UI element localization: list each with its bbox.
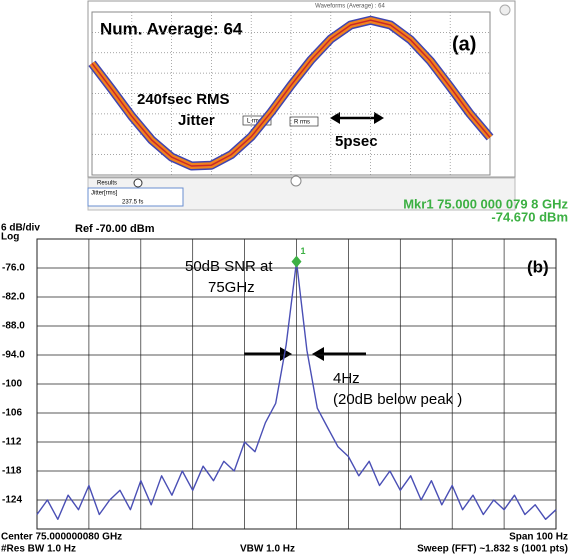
scale-type: Log [1, 232, 19, 243]
footer-sweep: Sweep (FFT) ~1.832 s (1001 pts) [417, 544, 568, 555]
collapse-button[interactable] [291, 176, 301, 186]
jitter-label: Jitter [178, 112, 215, 129]
result-value: 237.5 fs [122, 200, 143, 206]
y-tick-label: -124 [2, 495, 22, 506]
width-label: 4Hz [333, 370, 360, 387]
arrow-head [312, 347, 324, 361]
snr-label: 75GHz [208, 279, 255, 296]
y-tick-label: -94.0 [2, 350, 25, 361]
footer-rbw: #Res BW 1.0 Hz [1, 544, 76, 555]
average-label: Num. Average: 64 [100, 19, 243, 38]
scope-icon [500, 5, 510, 15]
figure: Waveforms (Average) : 64 Results Jitter[… [0, 0, 570, 556]
results-tab: Results [97, 181, 117, 187]
y-tick-label: -76.0 [2, 263, 25, 274]
period-label: 5psec [335, 133, 378, 150]
result-name: Jitter[rms] [91, 191, 118, 197]
y-tick-label: -100 [2, 379, 22, 390]
rms-marker: R rms [294, 120, 310, 126]
panel-label: (a) [452, 33, 476, 55]
y-tick-label: -112 [2, 437, 22, 448]
reference-label: Ref -70.00 dBm [75, 223, 155, 235]
footer-vbw: VBW 1.0 Hz [240, 544, 295, 555]
panel-label: (b) [527, 257, 549, 276]
y-tick-label: -82.0 [2, 292, 25, 303]
marker-number: 1 [301, 246, 306, 256]
footer-span: Span 100 Hz [509, 532, 568, 543]
marker-readout: -74.670 dBm [491, 209, 568, 224]
snr-label: 50dB SNR at [185, 258, 273, 275]
y-tick-label: -106 [2, 408, 22, 419]
results-button[interactable] [134, 179, 142, 187]
y-tick-label: -118 [2, 466, 22, 477]
y-tick-label: -88.0 [2, 321, 25, 332]
peak-marker [292, 256, 302, 268]
scope-title: Waveforms (Average) : 64 [315, 4, 385, 10]
footer-center: Center 75.000000080 GHz [1, 532, 122, 543]
width-label: (20dB below peak ) [333, 391, 462, 408]
